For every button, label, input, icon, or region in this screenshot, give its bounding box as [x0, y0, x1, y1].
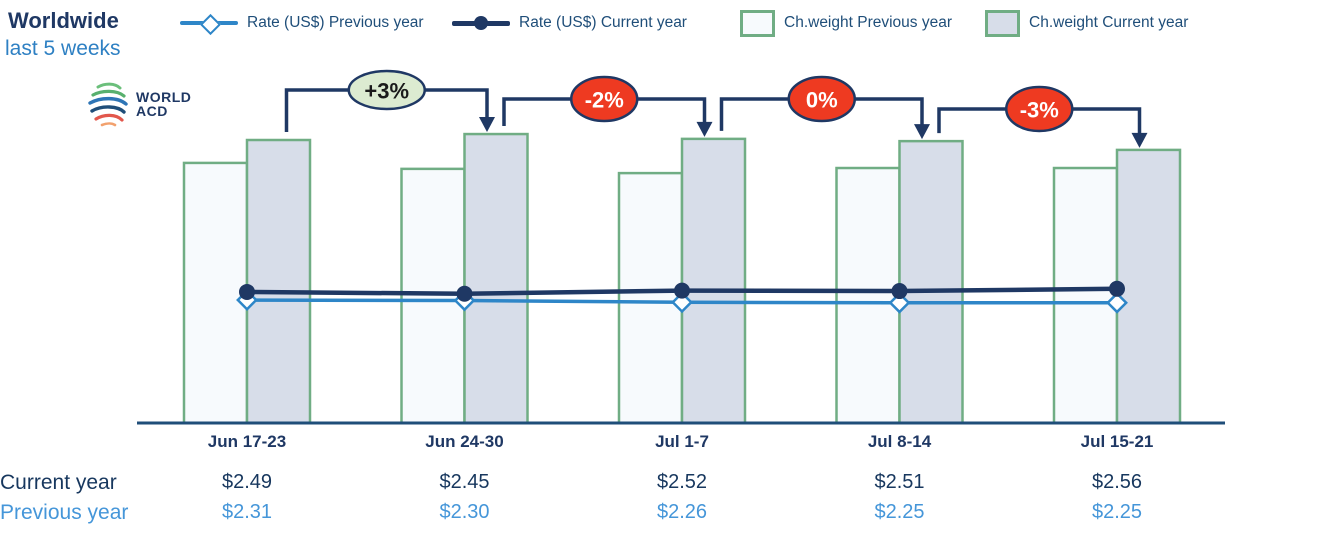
line-diamond-marker-icon: [180, 13, 238, 36]
legend-item-rate-current-year: Rate (US$) Current year: [452, 10, 687, 36]
rate-value-current-week-3: $2.52: [656, 471, 708, 493]
diamond-marker-previous-week-4: [888, 291, 911, 314]
change-arrowhead-icon: [696, 121, 713, 137]
rate-value-current-week-2: $2.45: [439, 471, 490, 493]
change-arrowhead-icon: [914, 124, 930, 140]
bar-chweight-previous-week-3: [617, 171, 684, 425]
diamond-marker-previous-week-5: [1106, 291, 1128, 314]
bar-chweight-current-week-5: [1115, 148, 1182, 425]
x-axis-label-week-2: Jun 24-30: [425, 432, 503, 451]
rate-value-current-week-5: $2.56: [1091, 471, 1143, 493]
legend-label: Ch.weight Previous year: [784, 14, 952, 31]
page-subtitle: last 5 weeks: [5, 37, 121, 60]
rate-value-previous-week-2: $2.30: [439, 501, 490, 523]
rate-value-previous-week-1: $2.31: [221, 501, 273, 523]
x-axis-label-week-1: Jun 17-23: [208, 432, 286, 451]
worldacd-logo: WORLD ACD: [84, 80, 191, 128]
legend-item-rate-previous-year: Rate (US$) Previous year: [180, 10, 424, 36]
legend-item-chweight-current-year: Ch.weight Current year: [985, 9, 1189, 37]
bar-chweight-current-week-1: [245, 138, 312, 425]
change-badge-1: [347, 69, 426, 111]
change-badge-4: [1005, 85, 1074, 133]
change-badge-3: [787, 75, 856, 123]
bar-chweight-previous-week-1: [182, 161, 249, 425]
bar-chweight-previous-week-5: [1052, 166, 1119, 425]
rate-value-previous-week-3: $2.26: [656, 501, 708, 523]
change-badge-2: [570, 75, 639, 123]
logo-line2: ACD: [136, 103, 168, 119]
logo-line1: WORLD: [136, 89, 192, 105]
line-circle-marker-icon: [452, 15, 510, 31]
change-arrowhead-icon: [1131, 132, 1148, 148]
change-arrowhead-icon: [479, 117, 495, 133]
change-badge-label-1: +3%: [364, 79, 409, 104]
diamond-marker-previous-week-3: [671, 291, 693, 314]
rate-value-current-week-4: $2.51: [874, 471, 925, 493]
rate-value-previous-week-4: $2.25: [874, 501, 925, 523]
change-badge-label-4: -3%: [1020, 98, 1059, 123]
globe-icon: [88, 82, 128, 127]
bar-chweight-current-week-3: [680, 137, 747, 425]
x-axis-label-week-4: Jul 8-14: [868, 432, 932, 451]
circle-marker-current-week-5: [1109, 280, 1125, 297]
legend-label: Ch.weight Current year: [1029, 14, 1189, 31]
rate-value-current-week-1: $2.49: [221, 471, 273, 493]
circle-marker-current-week-2: [456, 285, 473, 302]
bar-chweight-current-week-4: [898, 139, 964, 425]
bar-swatch-icon: [985, 9, 1020, 37]
circle-marker-current-week-1: [239, 283, 255, 300]
table-row-label-current-year: Current year: [0, 471, 117, 494]
change-badge-label-2: -2%: [585, 88, 624, 113]
logo-text: WORLD ACD: [136, 90, 191, 118]
legend-label: Rate (US$) Current year: [519, 14, 687, 31]
bar-swatch-icon: [740, 9, 775, 37]
change-badge-label-3: 0%: [806, 88, 838, 113]
legend-item-chweight-previous-year: Ch.weight Previous year: [740, 9, 952, 37]
table-row-label-previous-year: Previous year: [0, 501, 129, 524]
circle-marker-current-week-4: [891, 283, 908, 300]
x-axis-label-week-3: Jul 1-7: [655, 432, 709, 451]
x-axis-label-week-5: Jul 15-21: [1081, 432, 1154, 451]
bar-chweight-previous-week-4: [835, 166, 901, 425]
rate-value-previous-week-5: $2.25: [1091, 501, 1143, 523]
circle-marker-current-week-3: [674, 282, 690, 299]
bar-chweight-previous-week-2: [400, 167, 466, 425]
bar-chweight-current-week-2: [463, 132, 529, 425]
legend-label: Rate (US$) Previous year: [247, 14, 424, 31]
page-title: Worldwide: [8, 8, 119, 33]
